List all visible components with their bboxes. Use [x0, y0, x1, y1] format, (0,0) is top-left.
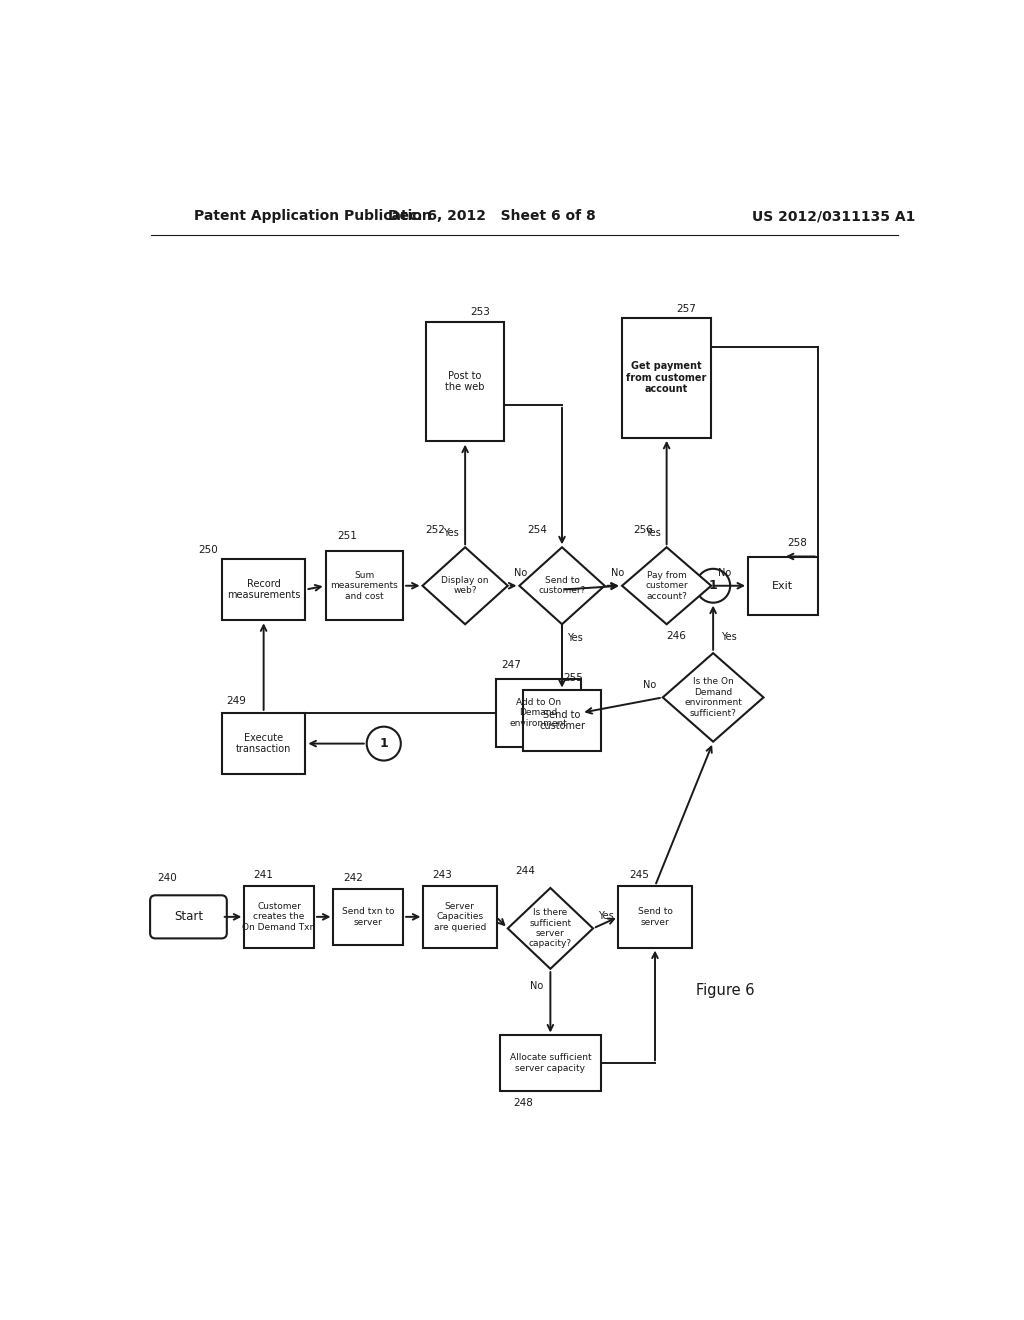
Text: 246: 246: [666, 631, 686, 640]
Text: Send to
customer: Send to customer: [539, 710, 585, 731]
Text: No: No: [643, 680, 656, 690]
Text: Yes: Yes: [598, 911, 614, 921]
Text: 245: 245: [630, 870, 649, 879]
Text: Patent Application Publication: Patent Application Publication: [194, 209, 432, 223]
Circle shape: [696, 569, 730, 603]
Text: 249: 249: [225, 696, 246, 706]
Text: Is the On
Demand
environment
sufficient?: Is the On Demand environment sufficient?: [684, 677, 742, 718]
Text: Post to
the web: Post to the web: [445, 371, 485, 392]
Text: Pay from
customer
account?: Pay from customer account?: [645, 570, 688, 601]
Text: 247: 247: [501, 660, 521, 671]
FancyBboxPatch shape: [426, 322, 504, 441]
Text: Add to On
Demand
environment: Add to On Demand environment: [510, 698, 567, 727]
Text: Display on
web?: Display on web?: [441, 576, 488, 595]
Text: Get payment
from customer
account: Get payment from customer account: [627, 362, 707, 395]
Text: 243: 243: [433, 870, 453, 879]
Text: Allocate sufficient
server capacity: Allocate sufficient server capacity: [510, 1053, 591, 1073]
Text: 244: 244: [516, 866, 536, 875]
Text: No: No: [611, 569, 625, 578]
Text: 242: 242: [343, 874, 362, 883]
Text: Sum
measurements
and cost: Sum measurements and cost: [331, 570, 398, 601]
Text: US 2012/0311135 A1: US 2012/0311135 A1: [752, 209, 914, 223]
Text: Dec. 6, 2012   Sheet 6 of 8: Dec. 6, 2012 Sheet 6 of 8: [388, 209, 596, 223]
Polygon shape: [663, 653, 764, 742]
Text: Customer
creates the
On Demand Txn: Customer creates the On Demand Txn: [243, 902, 315, 932]
Text: Execute
transaction: Execute transaction: [236, 733, 291, 755]
Text: No: No: [514, 569, 527, 578]
Text: Yes: Yes: [721, 632, 736, 643]
FancyBboxPatch shape: [326, 552, 403, 620]
Text: Start: Start: [174, 911, 203, 924]
FancyBboxPatch shape: [523, 690, 601, 751]
Text: 253: 253: [471, 308, 490, 317]
Text: No: No: [718, 569, 731, 578]
Text: Send to
server: Send to server: [638, 907, 673, 927]
Polygon shape: [519, 548, 604, 624]
Text: Exit: Exit: [772, 581, 794, 591]
FancyBboxPatch shape: [496, 678, 582, 747]
Text: 248: 248: [513, 1098, 534, 1109]
FancyBboxPatch shape: [334, 890, 403, 945]
Circle shape: [367, 726, 400, 760]
Text: Send to
customer?: Send to customer?: [539, 576, 586, 595]
Text: Yes: Yes: [645, 528, 660, 539]
Polygon shape: [508, 888, 593, 969]
FancyBboxPatch shape: [423, 886, 497, 948]
Text: Send txn to
server: Send txn to server: [342, 907, 394, 927]
Text: Yes: Yes: [443, 528, 459, 539]
Text: Record
measurements: Record measurements: [227, 578, 300, 601]
Text: No: No: [529, 981, 543, 991]
FancyBboxPatch shape: [618, 886, 692, 948]
FancyBboxPatch shape: [500, 1035, 601, 1090]
Text: 241: 241: [254, 870, 273, 879]
Text: 240: 240: [157, 874, 176, 883]
Text: 250: 250: [198, 545, 218, 554]
FancyBboxPatch shape: [622, 318, 712, 437]
Text: Yes: Yes: [566, 634, 583, 643]
Text: 252: 252: [426, 525, 445, 536]
FancyBboxPatch shape: [245, 886, 314, 948]
Text: Is there
sufficient
server
capacity?: Is there sufficient server capacity?: [528, 908, 572, 949]
Text: Figure 6: Figure 6: [695, 982, 754, 998]
Polygon shape: [622, 548, 712, 624]
Text: 254: 254: [527, 525, 547, 536]
FancyBboxPatch shape: [748, 557, 818, 615]
Polygon shape: [423, 548, 508, 624]
Text: 255: 255: [563, 673, 584, 684]
Text: 251: 251: [337, 531, 357, 541]
Text: 257: 257: [676, 304, 696, 314]
Text: Server
Capacities
are queried: Server Capacities are queried: [433, 902, 485, 932]
FancyBboxPatch shape: [222, 713, 305, 775]
FancyBboxPatch shape: [222, 558, 305, 620]
Text: 1: 1: [709, 579, 718, 593]
Text: 1: 1: [379, 737, 388, 750]
Text: 256: 256: [634, 525, 653, 536]
FancyBboxPatch shape: [151, 895, 226, 939]
Text: 258: 258: [786, 539, 807, 548]
